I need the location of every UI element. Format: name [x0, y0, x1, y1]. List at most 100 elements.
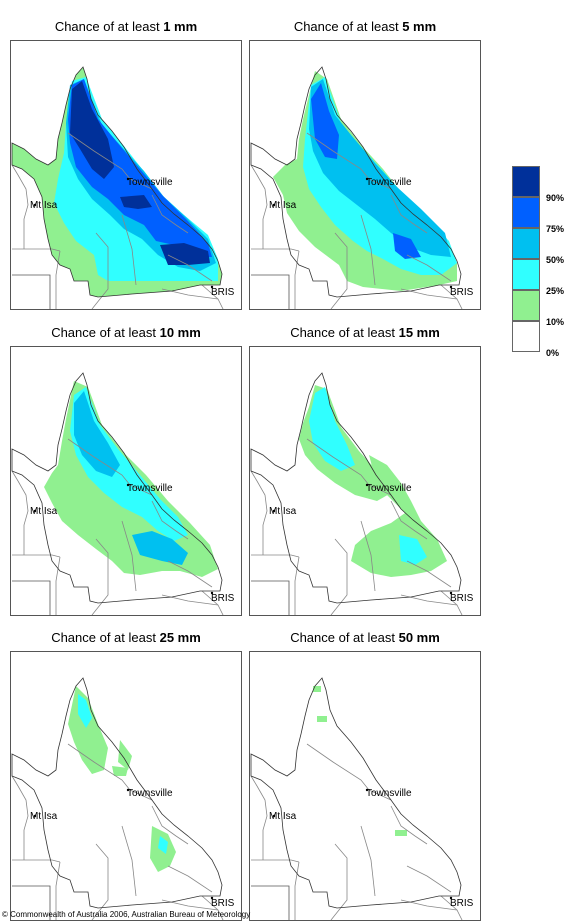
place-marker: [449, 896, 453, 900]
legend-swatch-25: [512, 259, 540, 290]
district-border: [121, 520, 137, 592]
district-border: [406, 254, 452, 282]
district-border: [67, 743, 131, 791]
place-marker: [210, 285, 214, 289]
place-marker: [210, 591, 214, 595]
district-border: [306, 743, 370, 791]
district-border: [250, 775, 268, 860]
legend-label-25: 25%: [546, 286, 565, 296]
district-border: [91, 843, 109, 920]
district-border: [251, 248, 300, 252]
probability-map: Townsville Mt Isa BRIS: [249, 651, 481, 921]
panel-title: Chance of at least 5 mm: [249, 18, 481, 36]
label-brisbane: BRIS: [211, 593, 235, 604]
inset-border: [251, 885, 290, 920]
district-border: [55, 556, 61, 615]
district-border: [251, 554, 300, 558]
place-marker: [126, 177, 130, 181]
label-townsville: Townsville: [366, 788, 412, 799]
label-brisbane: BRIS: [450, 593, 474, 604]
district-border: [330, 538, 348, 615]
district-border: [129, 484, 153, 496]
place-marker: [33, 814, 37, 818]
panel-title-amount: 5 mm: [402, 19, 437, 34]
district-border: [12, 248, 61, 252]
legend-label-90: 90%: [546, 193, 565, 203]
label-townsville: Townsville: [127, 483, 173, 494]
map-svg: [250, 677, 463, 920]
inset-border: [251, 274, 290, 309]
probability-map: Townsville Mt Isa BRIS: [249, 346, 481, 616]
district-border: [55, 250, 61, 309]
label-mt-isa: Mt Isa: [269, 200, 297, 211]
panel-title-prefix: Chance of at least: [293, 19, 403, 34]
rainfall-probability-area: [351, 455, 447, 577]
district-border: [67, 132, 131, 180]
panel-title-prefix: Chance of at least: [290, 325, 399, 340]
coastline: [11, 66, 223, 298]
legend-swatch-75: [512, 197, 540, 228]
label-mt-isa: Mt Isa: [269, 506, 297, 517]
district-border: [91, 538, 109, 615]
panel-title: Chance of at least 1 mm: [10, 18, 242, 36]
place-marker: [449, 285, 453, 289]
coastline: [250, 66, 462, 298]
panel-title-amount: 1 mm: [163, 19, 198, 34]
district-border: [406, 560, 452, 588]
label-mt-isa: Mt Isa: [30, 811, 58, 822]
map-svg: [11, 372, 224, 615]
district-border: [360, 520, 376, 592]
map-svg: [11, 677, 224, 920]
rainfall-probability-area: [317, 716, 327, 722]
district-border: [368, 178, 392, 190]
rainfall-probability-area: [112, 766, 128, 776]
district-border: [91, 232, 109, 309]
probability-map: Townsville Mt Isa BRIS: [10, 40, 242, 310]
rainfall-probability-area: [78, 694, 92, 728]
district-border: [121, 825, 137, 897]
district-border: [390, 805, 428, 845]
queensland-land: [12, 678, 222, 908]
district-border: [167, 254, 213, 282]
district-border: [360, 214, 376, 286]
legend-swatch-50: [512, 228, 540, 259]
legend-swatch-90: [512, 166, 540, 197]
district-border: [11, 775, 29, 860]
rainfall-probability-area: [311, 83, 339, 159]
legend-swatch-0: [512, 321, 540, 352]
district-border: [129, 789, 153, 801]
label-brisbane: BRIS: [211, 287, 235, 298]
district-border: [55, 861, 61, 920]
legend-label-75: 75%: [546, 224, 565, 234]
queensland-land: [251, 678, 461, 908]
panel-title: Chance of at least 15 mm: [249, 324, 481, 342]
map-svg: [250, 66, 463, 309]
district-border: [151, 194, 189, 234]
label-townsville: Townsville: [127, 177, 173, 188]
place-marker: [126, 788, 130, 792]
rainfall-probability-area: [313, 686, 321, 692]
label-townsville: Townsville: [366, 483, 412, 494]
map-svg: [250, 372, 463, 615]
inset-border: [12, 580, 51, 615]
district-border: [360, 825, 376, 897]
district-border: [129, 178, 153, 190]
label-mt-isa: Mt Isa: [269, 811, 297, 822]
place-marker: [272, 814, 276, 818]
district-border: [151, 805, 189, 845]
rainfall-probability-area: [70, 81, 114, 179]
label-townsville: Townsville: [366, 177, 412, 188]
place-marker: [126, 483, 130, 487]
panel-title-prefix: Chance of at least: [51, 630, 160, 645]
place-marker: [33, 203, 37, 207]
panel-title: Chance of at least 50 mm: [249, 629, 481, 647]
district-border: [151, 500, 189, 540]
district-border: [390, 194, 428, 234]
district-border: [250, 164, 268, 249]
place-marker: [272, 509, 276, 513]
probability-map: Townsville Mt Isa BRIS: [10, 346, 242, 616]
panel-title-amount: 25 mm: [159, 630, 201, 645]
district-border: [294, 861, 300, 920]
rainfall-probability-area: [395, 830, 407, 836]
label-townsville: Townsville: [127, 788, 173, 799]
